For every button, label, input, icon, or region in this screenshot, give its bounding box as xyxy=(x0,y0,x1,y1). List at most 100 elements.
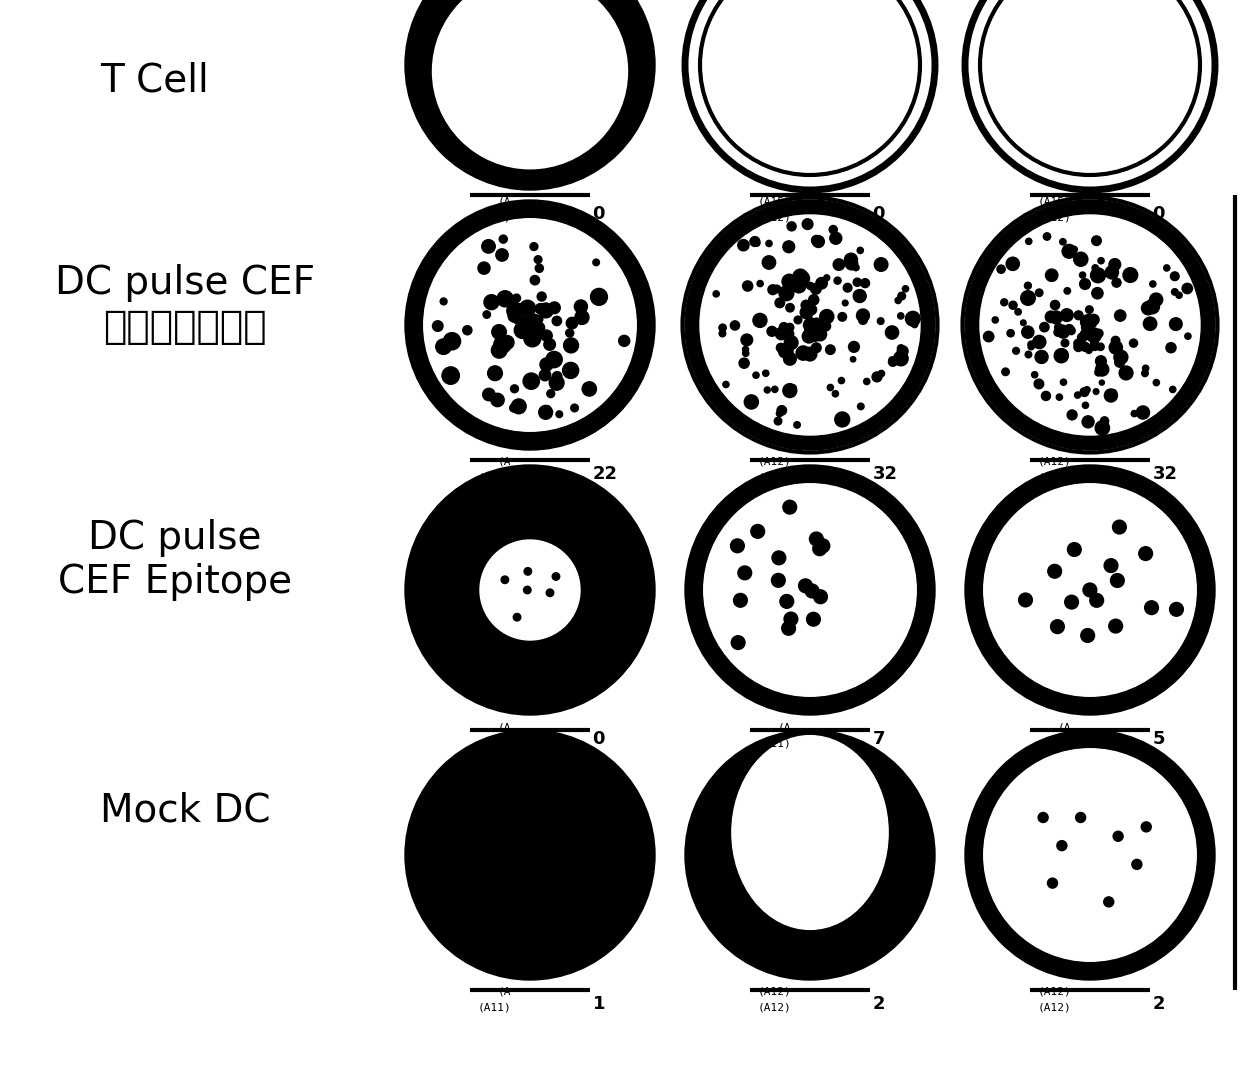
Circle shape xyxy=(1080,343,1090,351)
Circle shape xyxy=(903,286,909,292)
Circle shape xyxy=(1014,308,1022,315)
Text: 7: 7 xyxy=(873,730,885,748)
Circle shape xyxy=(1143,317,1157,331)
Circle shape xyxy=(1109,259,1121,271)
Circle shape xyxy=(1104,558,1118,572)
Circle shape xyxy=(732,636,745,650)
Circle shape xyxy=(821,321,831,331)
Circle shape xyxy=(1061,339,1069,347)
Circle shape xyxy=(878,371,884,377)
Circle shape xyxy=(1085,347,1092,353)
Text: (A11): (A11) xyxy=(758,738,791,748)
Circle shape xyxy=(525,568,532,576)
Circle shape xyxy=(786,304,795,311)
Circle shape xyxy=(1068,410,1078,420)
Circle shape xyxy=(1080,272,1086,278)
Circle shape xyxy=(1068,542,1081,556)
Circle shape xyxy=(1120,366,1133,380)
Circle shape xyxy=(1182,284,1193,293)
Circle shape xyxy=(808,294,818,305)
Circle shape xyxy=(1080,388,1089,396)
Circle shape xyxy=(1171,272,1179,280)
Circle shape xyxy=(1166,343,1176,352)
Circle shape xyxy=(858,403,864,409)
Circle shape xyxy=(713,291,719,297)
Circle shape xyxy=(898,292,905,300)
Circle shape xyxy=(1083,335,1087,340)
Circle shape xyxy=(905,311,920,326)
Circle shape xyxy=(804,319,817,332)
Text: (A12): (A12) xyxy=(758,213,791,223)
Circle shape xyxy=(1095,330,1104,337)
Circle shape xyxy=(1142,365,1148,372)
Text: 1: 1 xyxy=(593,995,605,1013)
Circle shape xyxy=(842,300,848,306)
Circle shape xyxy=(1132,859,1142,869)
Circle shape xyxy=(805,320,815,330)
Text: (A12): (A12) xyxy=(758,987,791,997)
Circle shape xyxy=(501,576,508,583)
Circle shape xyxy=(1097,258,1104,264)
Circle shape xyxy=(853,278,862,287)
Circle shape xyxy=(826,345,835,354)
Circle shape xyxy=(1060,325,1066,332)
Circle shape xyxy=(1141,822,1151,832)
Circle shape xyxy=(405,730,655,979)
Circle shape xyxy=(1035,289,1043,296)
Circle shape xyxy=(536,304,546,314)
Circle shape xyxy=(1142,302,1154,315)
Circle shape xyxy=(753,372,759,378)
Text: 22: 22 xyxy=(593,465,618,483)
Text: 0: 0 xyxy=(593,205,605,223)
Circle shape xyxy=(1080,330,1090,339)
Circle shape xyxy=(1090,267,1105,282)
Circle shape xyxy=(811,235,821,246)
Circle shape xyxy=(804,330,811,336)
Circle shape xyxy=(743,281,753,291)
Circle shape xyxy=(775,299,785,307)
Circle shape xyxy=(1060,308,1073,321)
Circle shape xyxy=(782,241,795,252)
Circle shape xyxy=(570,339,577,346)
Circle shape xyxy=(794,316,802,323)
Text: Mock DC: Mock DC xyxy=(99,790,270,829)
Circle shape xyxy=(513,613,521,621)
Circle shape xyxy=(848,342,859,352)
Circle shape xyxy=(547,390,554,397)
Circle shape xyxy=(544,338,556,350)
Circle shape xyxy=(817,321,823,326)
Circle shape xyxy=(738,240,749,251)
Circle shape xyxy=(858,316,867,324)
Circle shape xyxy=(518,319,536,336)
Circle shape xyxy=(405,0,655,190)
Circle shape xyxy=(1138,547,1152,561)
Circle shape xyxy=(1109,620,1122,633)
Circle shape xyxy=(723,381,729,388)
Circle shape xyxy=(1105,265,1118,279)
Circle shape xyxy=(1090,340,1100,350)
Circle shape xyxy=(806,304,817,315)
Circle shape xyxy=(546,351,562,367)
Circle shape xyxy=(853,290,867,303)
Circle shape xyxy=(512,294,521,302)
Circle shape xyxy=(1095,355,1106,366)
Circle shape xyxy=(534,315,543,323)
Circle shape xyxy=(830,232,842,244)
Circle shape xyxy=(743,346,749,352)
Circle shape xyxy=(701,215,920,435)
Circle shape xyxy=(567,318,578,329)
Circle shape xyxy=(1025,351,1032,358)
Ellipse shape xyxy=(732,736,888,929)
Circle shape xyxy=(744,395,759,409)
Circle shape xyxy=(833,259,844,271)
Circle shape xyxy=(1085,315,1097,328)
Circle shape xyxy=(1176,292,1182,299)
Circle shape xyxy=(463,325,472,335)
Circle shape xyxy=(1094,389,1099,394)
Circle shape xyxy=(1013,347,1019,354)
Circle shape xyxy=(1025,238,1032,245)
Circle shape xyxy=(787,222,796,231)
Text: (A: (A xyxy=(497,722,511,732)
Circle shape xyxy=(1050,620,1064,634)
Circle shape xyxy=(405,200,655,450)
